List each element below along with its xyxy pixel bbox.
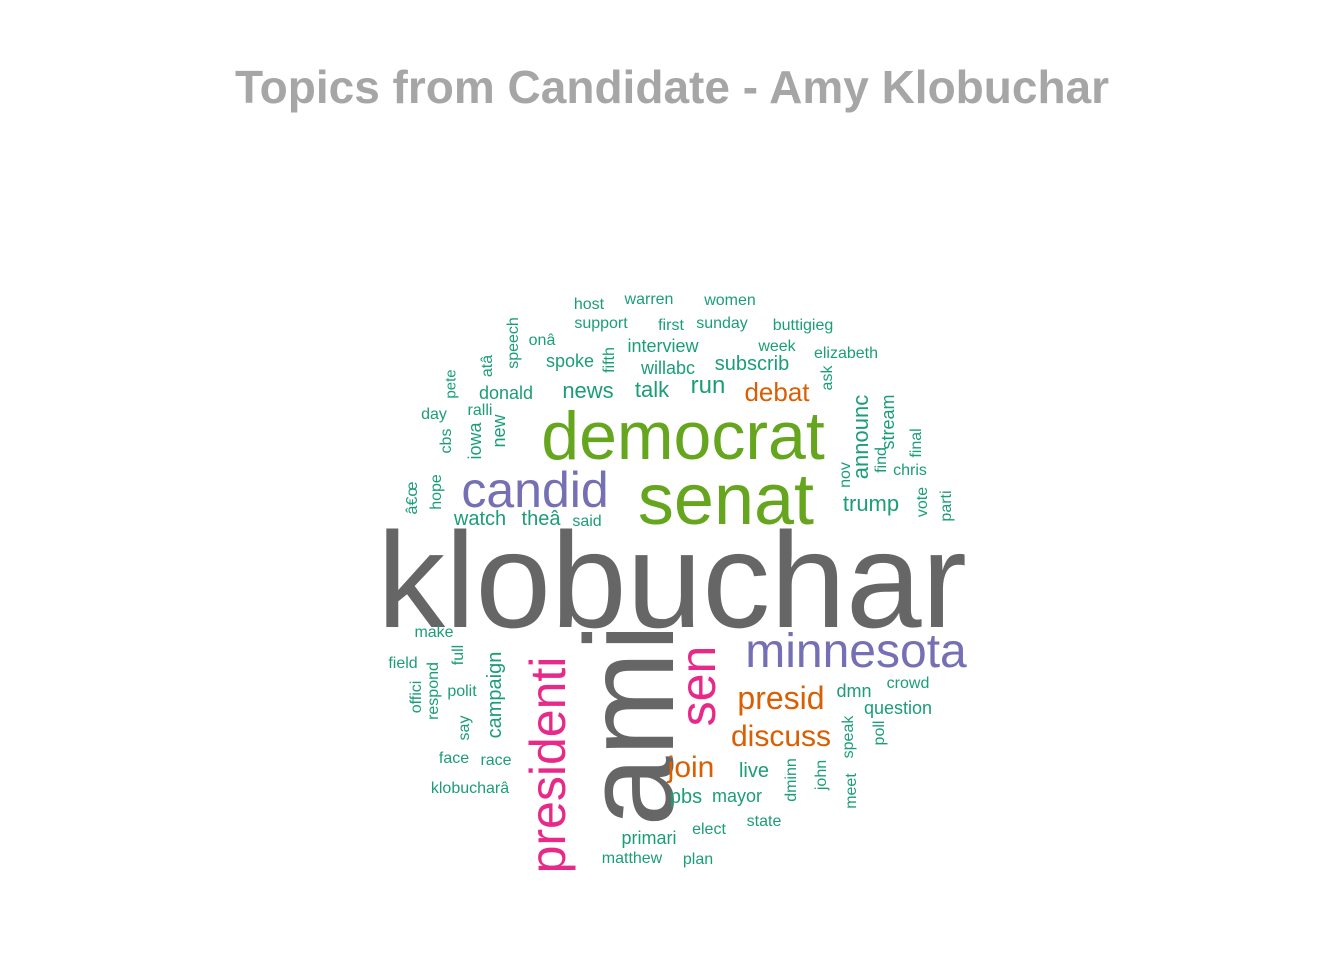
cloud-word: elizabeth <box>813 345 879 362</box>
cloud-word: poll <box>871 720 888 746</box>
cloud-word: news <box>562 378 614 403</box>
cloud-word: live <box>738 760 770 782</box>
cloud-word: nov <box>837 462 854 488</box>
cloud-word: talk <box>634 377 670 402</box>
cloud-word: klobucharâ <box>430 780 510 797</box>
cloud-word: primari <box>621 828 677 848</box>
cloud-word: candid <box>461 462 609 518</box>
cloud-word: interview <box>627 336 699 356</box>
cloud-word: watch <box>453 508 507 530</box>
cloud-word: speech <box>505 317 522 369</box>
cloud-word: state <box>746 813 782 830</box>
cloud-word: new <box>489 414 509 448</box>
cloud-word: warren <box>624 291 674 308</box>
cloud-word: say <box>456 715 473 741</box>
cloud-word: debat <box>744 377 810 407</box>
cloud-word: week <box>758 338 796 355</box>
cloud-word: vote <box>914 486 931 518</box>
cloud-word: host <box>573 296 605 313</box>
cloud-word: iowa <box>465 422 485 460</box>
cloud-word: onâ <box>528 332 556 349</box>
cloud-word: â€œ <box>404 481 421 515</box>
cloud-word: crowd <box>886 675 930 692</box>
cloud-word: plan <box>682 851 714 868</box>
cloud-word: women <box>704 292 756 309</box>
cloud-word: parti <box>938 490 955 522</box>
cloud-word: mayor <box>711 786 763 806</box>
cloud-word: senat <box>637 460 815 540</box>
cloud-word: theâ <box>521 508 561 530</box>
cloud-word: sen <box>670 645 726 727</box>
cloud-word: presidenti <box>520 656 576 874</box>
cloud-word: atâ <box>479 354 496 378</box>
cloud-word: hope <box>428 474 445 510</box>
cloud-word: spoke <box>545 351 595 371</box>
cloud-word: final <box>908 428 925 458</box>
cloud-word: campaign <box>484 651 506 739</box>
cloud-word: democrat <box>541 398 825 474</box>
cloud-word: stream <box>878 394 898 450</box>
cloud-word: speak <box>840 715 857 759</box>
cloud-word: full <box>450 644 467 666</box>
cloud-word: polit <box>447 683 477 700</box>
cloud-word: ask <box>819 365 836 391</box>
cloud-word: dminn <box>783 758 800 802</box>
cloud-word: fifth <box>601 347 618 373</box>
cloud-word: john <box>813 759 830 791</box>
cloud-word: sunday <box>696 315 748 332</box>
cloud-word: day <box>421 406 447 423</box>
page-title: Topics from Candidate - Amy Klobuchar <box>234 61 1110 113</box>
cloud-word: cbs <box>438 428 455 454</box>
cloud-word: elect <box>692 821 726 838</box>
cloud-word: support <box>574 315 628 332</box>
cloud-word: join <box>667 751 715 784</box>
cloud-word: run <box>690 372 726 399</box>
cloud-word: race <box>480 752 512 769</box>
cloud-word: presid <box>737 680 825 716</box>
cloud-word: buttigieg <box>772 317 834 334</box>
cloud-word: make <box>414 624 454 641</box>
cloud-word: offici <box>408 680 425 714</box>
cloud-word: subscrib <box>714 353 790 375</box>
cloud-word: pbs <box>669 786 703 808</box>
cloud-word: field <box>388 655 418 672</box>
cloud-word: discuss <box>730 720 832 753</box>
cloud-word: first <box>658 317 684 334</box>
cloud-word: dmn <box>836 681 872 701</box>
cloud-word: ralli <box>467 402 493 419</box>
cloud-word: respond <box>425 662 442 720</box>
cloud-word: said <box>572 513 602 530</box>
cloud-word: chris <box>893 462 927 479</box>
cloud-word: pete <box>442 369 460 399</box>
cloud-word: trump <box>842 491 900 516</box>
cloud-word: face <box>438 750 470 767</box>
cloud-word: minnesota <box>745 625 967 678</box>
cloud-word: klobuchar <box>377 504 967 656</box>
cloud-word: matthew <box>601 850 663 867</box>
cloud-word: meet <box>843 773 860 809</box>
cloud-word: willabc <box>640 358 696 378</box>
cloud-word: donald <box>478 383 534 403</box>
cloud-word: find <box>873 447 890 473</box>
cloud-word: question <box>863 698 933 718</box>
